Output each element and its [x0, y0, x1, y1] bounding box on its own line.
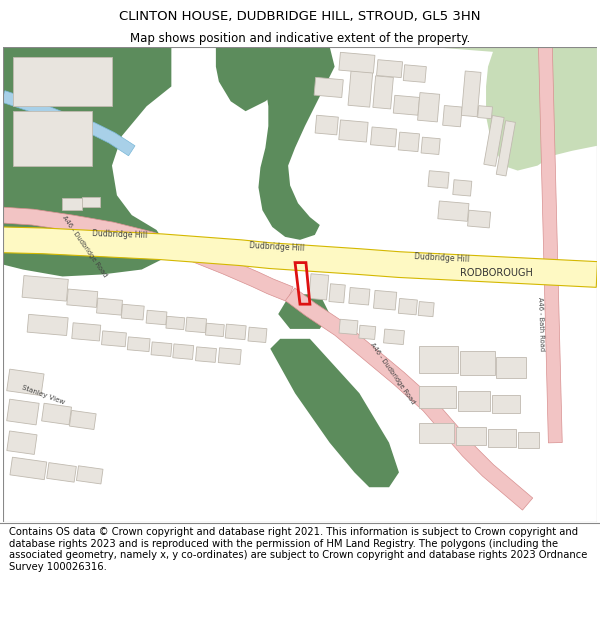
Text: A46 - Dudbridge Road: A46 - Dudbridge Road	[61, 215, 107, 279]
Text: Dudbridge Hill: Dudbridge Hill	[92, 229, 148, 241]
Bar	[7, 369, 44, 396]
Bar	[443, 106, 462, 127]
Bar	[418, 92, 440, 122]
Bar	[309, 274, 329, 300]
Bar	[72, 322, 101, 341]
Bar	[41, 403, 71, 425]
Polygon shape	[271, 339, 399, 488]
Bar	[393, 95, 419, 115]
Bar	[496, 121, 515, 176]
Bar	[461, 71, 481, 117]
Bar	[371, 127, 397, 147]
Bar	[403, 65, 427, 82]
Bar	[496, 357, 526, 378]
Polygon shape	[286, 288, 533, 510]
Bar	[166, 316, 185, 329]
Bar	[67, 289, 98, 308]
Text: CLINTON HOUSE, DUDBRIDGE HILL, STROUD, GL5 3HN: CLINTON HOUSE, DUDBRIDGE HILL, STROUD, G…	[119, 10, 481, 23]
Bar	[70, 411, 96, 429]
Polygon shape	[538, 47, 562, 443]
Bar	[13, 111, 92, 166]
Bar	[359, 325, 376, 339]
Text: Dudbridge Hill: Dudbridge Hill	[248, 241, 304, 252]
Text: Stanley View: Stanley View	[21, 384, 65, 406]
Polygon shape	[3, 47, 597, 522]
Bar	[315, 115, 338, 135]
Polygon shape	[2, 208, 293, 302]
Bar	[418, 302, 434, 317]
Text: A46 - Bath Road: A46 - Bath Road	[538, 297, 545, 351]
Bar	[13, 57, 112, 106]
Bar	[22, 276, 68, 301]
Polygon shape	[1, 91, 135, 156]
Bar	[419, 346, 458, 373]
Bar	[398, 132, 419, 152]
Bar	[7, 431, 37, 454]
Bar	[151, 342, 172, 356]
Text: Dudbridge Hill: Dudbridge Hill	[414, 252, 469, 264]
Bar	[377, 59, 403, 78]
Bar	[173, 344, 194, 359]
Bar	[82, 198, 100, 208]
Polygon shape	[3, 47, 172, 276]
Bar	[458, 391, 490, 411]
Bar	[339, 52, 375, 73]
Bar	[101, 331, 127, 347]
Text: RODBOROUGH: RODBOROUGH	[460, 268, 533, 278]
Bar	[339, 120, 368, 142]
Bar	[488, 429, 516, 447]
Bar	[453, 180, 472, 196]
Bar	[492, 395, 520, 413]
Bar	[478, 106, 493, 119]
Bar	[421, 137, 440, 154]
Bar	[47, 462, 76, 482]
Bar	[348, 71, 373, 107]
Bar	[438, 201, 469, 221]
Bar	[457, 427, 486, 445]
Bar	[373, 291, 397, 310]
Bar	[339, 319, 358, 334]
Bar	[248, 327, 267, 342]
Bar	[314, 78, 343, 98]
Bar	[10, 458, 47, 479]
Polygon shape	[259, 47, 335, 240]
Text: Map shows position and indicative extent of the property.: Map shows position and indicative extent…	[130, 32, 470, 45]
Polygon shape	[216, 47, 295, 111]
Bar	[398, 299, 418, 315]
Bar	[419, 386, 457, 408]
Bar	[196, 347, 217, 362]
Bar	[373, 76, 394, 109]
Bar	[27, 314, 68, 336]
Polygon shape	[3, 47, 597, 522]
Bar	[383, 329, 404, 344]
Bar	[218, 348, 241, 364]
Bar	[127, 337, 150, 352]
Bar	[7, 399, 39, 425]
Bar	[349, 288, 370, 305]
Bar	[146, 310, 167, 325]
Bar	[225, 324, 246, 339]
Bar	[518, 432, 539, 447]
Bar	[467, 210, 491, 228]
Bar	[460, 351, 495, 376]
Bar	[76, 466, 103, 484]
Bar	[121, 304, 144, 320]
Polygon shape	[3, 227, 598, 288]
Bar	[62, 198, 82, 210]
Bar	[419, 423, 454, 442]
Polygon shape	[428, 47, 597, 171]
Bar	[185, 317, 206, 332]
Bar	[329, 284, 345, 302]
Text: A46 - Dudbridge Road: A46 - Dudbridge Road	[369, 342, 416, 405]
Polygon shape	[278, 294, 329, 329]
Text: Contains OS data © Crown copyright and database right 2021. This information is : Contains OS data © Crown copyright and d…	[9, 527, 587, 572]
Bar	[428, 171, 449, 188]
Bar	[484, 116, 504, 166]
Bar	[206, 323, 224, 337]
Bar	[97, 298, 122, 315]
